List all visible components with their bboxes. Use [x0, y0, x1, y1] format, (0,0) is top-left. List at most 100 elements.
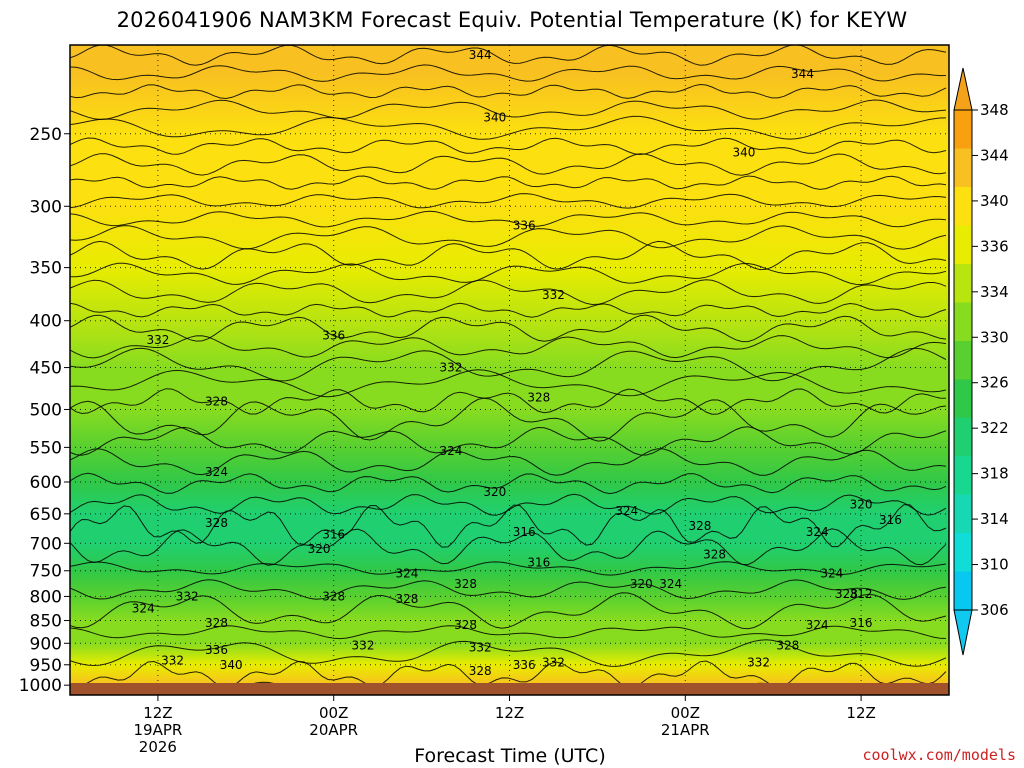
colorbar-tick-label: 322 [980, 419, 1009, 437]
contour-line [70, 175, 947, 190]
contour-label: 328 [322, 589, 345, 603]
colorbar-tick-label: 310 [980, 556, 1009, 574]
x-tick-label: 00Z [671, 704, 700, 722]
y-tick-label: 250 [30, 125, 62, 145]
contour-label: 316 [322, 528, 345, 542]
y-tick-label: 950 [30, 656, 62, 676]
y-tick-label: 800 [30, 587, 62, 607]
contour-line [70, 335, 947, 359]
x-tick-label: 00Z [319, 704, 348, 722]
contour-label: 324 [820, 566, 843, 580]
y-tick-label: 550 [30, 438, 62, 458]
contour-line [70, 639, 947, 667]
contour-label: 332 [439, 361, 462, 375]
contour-line [70, 210, 947, 228]
contour-label: 328 [205, 516, 228, 530]
contour-label: 320 [483, 485, 506, 499]
colorbar-tick-label: 326 [980, 374, 1009, 392]
contour-label: 324 [615, 504, 638, 518]
contour-line [70, 347, 947, 382]
colorbar-body [953, 109, 973, 611]
contour-label: 324 [659, 577, 682, 591]
contour-label: 316 [850, 616, 873, 630]
gridlines [70, 45, 949, 695]
contour-line [70, 314, 947, 343]
contour-line [70, 579, 947, 600]
contour-label: 336 [322, 328, 345, 342]
contour-label: 324 [132, 602, 155, 616]
contour-label: 320 [630, 577, 653, 591]
contour-label: 340 [732, 145, 755, 159]
contour-label: 324 [806, 525, 829, 539]
contour-line [70, 240, 947, 271]
contour-line [70, 193, 947, 209]
y-tick-label: 900 [30, 634, 62, 654]
contour-label: 328 [454, 577, 477, 591]
contour-label: 316 [527, 556, 550, 570]
contour-line [70, 592, 947, 630]
contour-line [70, 83, 947, 100]
y-tick-label: 650 [30, 505, 62, 525]
contour-labels: 344 344 340 340 336 336 332 332 332 328 328 324 324 3… [132, 48, 902, 678]
colorbar: 306 310 314 318 322 326 330 334 336 340 344 348 [953, 67, 1009, 656]
contour-line [70, 153, 947, 176]
x-tick-label: 20APR [309, 721, 358, 739]
x-tick-label: 12Z [143, 704, 172, 722]
x-tick-label: 19APR [133, 721, 182, 739]
colorbar-tick-label: 306 [980, 601, 1009, 619]
contour-label: 316 [879, 513, 902, 527]
contour-label: 320 [308, 542, 331, 556]
contour-label: 328 [454, 618, 477, 632]
plot-area: 344 344 340 340 336 336 332 332 332 328 328 324 324 3… [69, 44, 950, 696]
contour-line [70, 625, 947, 640]
contour-line [70, 448, 947, 476]
y-tick-label: 700 [30, 534, 62, 554]
colorbar-bottom-arrow [953, 609, 973, 656]
colorbar-tick-label: 314 [980, 510, 1009, 528]
colorbar-tick-label: 330 [980, 328, 1009, 346]
contour-line [70, 302, 947, 318]
contour-label: 336 [205, 643, 228, 657]
credit-link[interactable]: coolwx.com/models [862, 746, 1016, 764]
x-axis-label: Forecast Time (UTC) [414, 745, 606, 767]
contour-line [70, 493, 947, 516]
contour-label: 344 [791, 67, 814, 81]
contour-lines [70, 45, 947, 695]
colorbar-ticks: 306 310 314 318 322 326 330 334 336 340 344 348 [972, 101, 1009, 619]
y-tick-label: 850 [30, 612, 62, 632]
contour-line [70, 99, 947, 120]
contour-label: 332 [161, 654, 184, 668]
y-tick-label: 600 [30, 473, 62, 493]
contour-label: 332 [542, 288, 565, 302]
contour-label: 328 [835, 587, 858, 601]
contour-label: 332 [176, 589, 199, 603]
contour-label: 336 [513, 658, 536, 672]
y-tick-label: 500 [30, 400, 62, 420]
colorbar-tick-label: 348 [980, 101, 1009, 119]
contour-label: 332 [352, 638, 375, 652]
contour-label: 328 [395, 592, 418, 606]
y-axis: 2503003504004505005506006507007508008509… [19, 125, 70, 696]
contour-label: 336 [513, 219, 536, 233]
contour-label: 328 [703, 548, 726, 562]
contour-label: 316 [513, 525, 536, 539]
contour-label: 340 [483, 111, 506, 125]
contour-line [70, 504, 947, 548]
contour-label: 324 [395, 566, 418, 580]
contour-line [70, 262, 947, 286]
contour-label: 328 [688, 519, 711, 533]
colorbar-tick-label: 340 [980, 192, 1009, 210]
colorbar-tick-label: 344 [980, 146, 1009, 164]
x-tick-label: 2026 [139, 738, 177, 756]
contour-label: 344 [469, 48, 492, 62]
contour-line [70, 561, 947, 576]
contour-line [70, 369, 947, 398]
contour-label: 328 [776, 638, 799, 652]
contour-line [70, 225, 947, 250]
contour-label: 324 [205, 465, 228, 479]
contour-line [70, 397, 947, 442]
x-tick-label: 12Z [495, 704, 524, 722]
contour-label: 324 [806, 618, 829, 632]
